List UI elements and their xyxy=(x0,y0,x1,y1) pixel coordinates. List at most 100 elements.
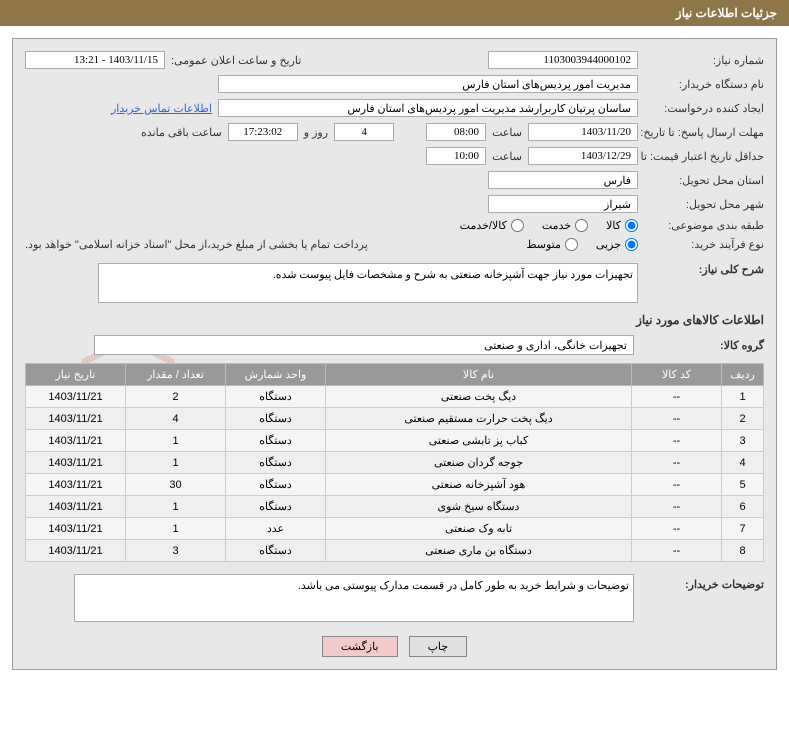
cell-unit: دستگاه xyxy=(226,386,326,408)
category-label: طبقه بندی موضوعی: xyxy=(644,219,764,232)
cell-qty: 2 xyxy=(126,386,226,408)
days-remaining xyxy=(334,123,394,141)
cell-n: 5 xyxy=(722,474,764,496)
cell-unit: دستگاه xyxy=(226,540,326,562)
radio-service-input[interactable] xyxy=(575,219,588,232)
radio-goods-service[interactable]: کالا/خدمت xyxy=(460,219,524,232)
time-label-1: ساعت xyxy=(492,126,522,139)
row-validity: حداقل تاریخ اعتبار قیمت: تا تاریخ: ساعت xyxy=(25,147,764,165)
deadline-send-time xyxy=(426,123,486,141)
print-button[interactable]: چاپ xyxy=(409,636,468,657)
radio-goods[interactable]: کالا xyxy=(606,219,638,232)
table-row: 4--جوجه گردان صنعتیدستگاه11403/11/21 xyxy=(26,452,764,474)
table-row: 8--دستگاه بن ماری صنعتیدستگاه31403/11/21 xyxy=(26,540,764,562)
time-remaining xyxy=(228,123,298,141)
need-no-label: شماره نیاز: xyxy=(644,54,764,67)
back-button[interactable]: بازگشت xyxy=(322,636,398,657)
cell-code: -- xyxy=(632,518,722,540)
cell-date: 1403/11/21 xyxy=(26,474,126,496)
cell-unit: عدد xyxy=(226,518,326,540)
cell-qty: 30 xyxy=(126,474,226,496)
cell-n: 8 xyxy=(722,540,764,562)
cell-unit: دستگاه xyxy=(226,430,326,452)
group-label: گروه کالا: xyxy=(644,339,764,352)
page-header: جزئیات اطلاعات نیاز xyxy=(0,0,789,26)
process-radio-group: جزیی متوسط xyxy=(526,238,638,251)
cell-date: 1403/11/21 xyxy=(26,408,126,430)
row-need-number: شماره نیاز: تاریخ و ساعت اعلان عمومی: xyxy=(25,51,764,69)
radio-medium[interactable]: متوسط xyxy=(526,238,578,251)
remaining-label: ساعت باقی مانده xyxy=(141,126,222,139)
cell-name: جوجه گردان صنعتی xyxy=(326,452,632,474)
button-bar: چاپ بازگشت xyxy=(25,636,764,657)
requester-field xyxy=(218,99,638,117)
cell-n: 7 xyxy=(722,518,764,540)
row-requester: ایجاد کننده درخواست: اطلاعات تماس خریدار xyxy=(25,99,764,117)
row-city: شهر محل تحویل: xyxy=(25,195,764,213)
announce-label: تاریخ و ساعت اعلان عمومی: xyxy=(171,54,301,67)
buyer-org-field xyxy=(218,75,638,93)
cell-name: هود آشپزخانه صنعتی xyxy=(326,474,632,496)
buyer-notes-label: توضیحات خریدار: xyxy=(644,574,764,591)
table-row: 7--تابه وک صنعتیعدد11403/11/21 xyxy=(26,518,764,540)
th-name: نام کالا xyxy=(326,364,632,386)
th-date: تاریخ نیاز xyxy=(26,364,126,386)
row-deadline-send: مهلت ارسال پاسخ: تا تاریخ: ساعت روز و سا… xyxy=(25,123,764,141)
cell-code: -- xyxy=(632,430,722,452)
validity-label: حداقل تاریخ اعتبار قیمت: تا تاریخ: xyxy=(644,150,764,163)
cell-n: 2 xyxy=(722,408,764,430)
radio-partial[interactable]: جزیی xyxy=(596,238,638,251)
page-title: جزئیات اطلاعات نیاز xyxy=(676,6,777,20)
cell-unit: دستگاه xyxy=(226,452,326,474)
cell-name: دستگاه بن ماری صنعتی xyxy=(326,540,632,562)
cell-qty: 1 xyxy=(126,518,226,540)
row-general-desc: شرح کلی نیاز: xyxy=(25,263,764,303)
announce-field xyxy=(25,51,165,69)
cell-name: دستگاه سیخ شوی xyxy=(326,496,632,518)
validity-date xyxy=(528,147,638,165)
cell-code: -- xyxy=(632,496,722,518)
buyer-org-label: نام دستگاه خریدار: xyxy=(644,78,764,91)
cell-name: دیگ پخت صنعتی xyxy=(326,386,632,408)
cell-date: 1403/11/21 xyxy=(26,430,126,452)
row-buyer-org: نام دستگاه خریدار: xyxy=(25,75,764,93)
cell-qty: 1 xyxy=(126,452,226,474)
province-field xyxy=(488,171,638,189)
cell-n: 1 xyxy=(722,386,764,408)
main-panel: AriaTender .net شماره نیاز: تاریخ و ساعت… xyxy=(12,38,777,670)
cell-code: -- xyxy=(632,386,722,408)
row-group: گروه کالا: xyxy=(25,335,764,355)
radio-goods-input[interactable] xyxy=(625,219,638,232)
cell-n: 6 xyxy=(722,496,764,518)
cell-code: -- xyxy=(632,408,722,430)
deadline-send-label: مهلت ارسال پاسخ: تا تاریخ: xyxy=(644,126,764,139)
radio-service[interactable]: خدمت xyxy=(542,219,588,232)
category-radio-group: کالا خدمت کالا/خدمت xyxy=(460,219,638,232)
radio-goods-service-input[interactable] xyxy=(511,219,524,232)
row-province: استان محل تحویل: xyxy=(25,171,764,189)
cell-qty: 1 xyxy=(126,430,226,452)
buyer-contact-link[interactable]: اطلاعات تماس خریدار xyxy=(111,102,212,115)
cell-code: -- xyxy=(632,540,722,562)
items-table: ردیف کد کالا نام کالا واحد شمارش تعداد /… xyxy=(25,363,764,562)
cell-date: 1403/11/21 xyxy=(26,518,126,540)
cell-date: 1403/11/21 xyxy=(26,540,126,562)
radio-medium-input[interactable] xyxy=(565,238,578,251)
city-field xyxy=(488,195,638,213)
row-buyer-notes: توضیحات خریدار: xyxy=(25,574,764,622)
table-row: 6--دستگاه سیخ شویدستگاه11403/11/21 xyxy=(26,496,764,518)
radio-partial-input[interactable] xyxy=(625,238,638,251)
th-row: ردیف xyxy=(722,364,764,386)
cell-date: 1403/11/21 xyxy=(26,386,126,408)
cell-n: 4 xyxy=(722,452,764,474)
cell-qty: 3 xyxy=(126,540,226,562)
th-qty: تعداد / مقدار xyxy=(126,364,226,386)
buyer-notes-textarea[interactable] xyxy=(74,574,634,622)
requester-label: ایجاد کننده درخواست: xyxy=(644,102,764,115)
th-code: کد کالا xyxy=(632,364,722,386)
table-row: 2--دیگ پخت حرارت مستقیم صنعتیدستگاه41403… xyxy=(26,408,764,430)
general-desc-textarea[interactable] xyxy=(98,263,638,303)
cell-n: 3 xyxy=(722,430,764,452)
process-label: نوع فرآیند خرید: xyxy=(644,238,764,251)
cell-name: دیگ پخت حرارت مستقیم صنعتی xyxy=(326,408,632,430)
